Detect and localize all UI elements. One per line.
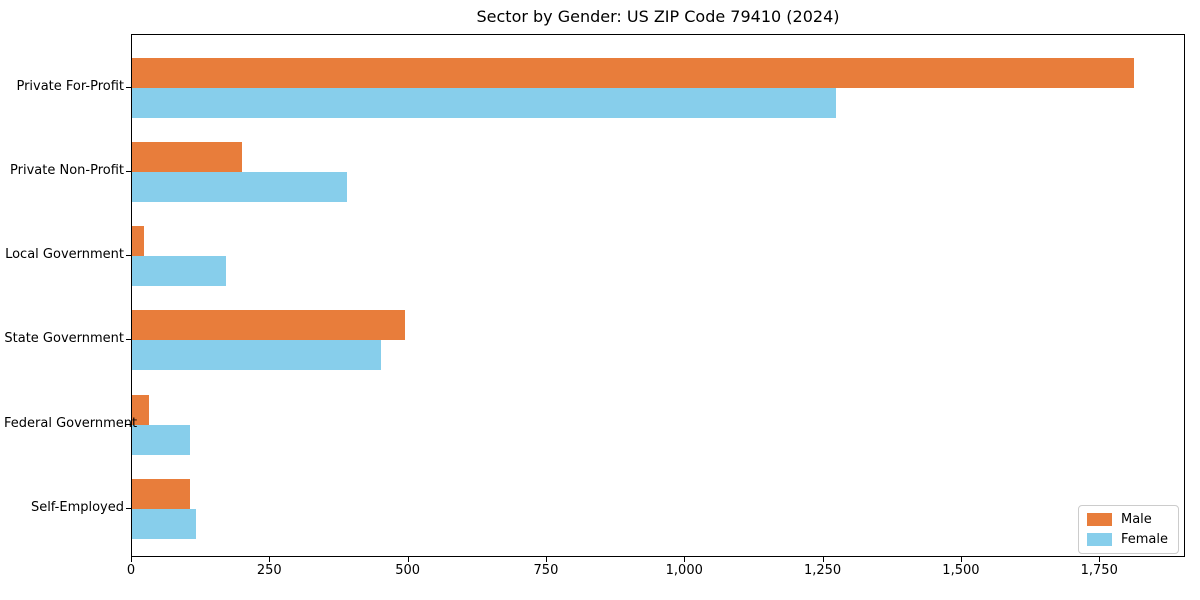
y-tick-mark-2 — [126, 255, 131, 257]
legend-swatch-male — [1086, 513, 1112, 526]
legend-label-female: Female — [1120, 532, 1168, 547]
bar-female-5 — [132, 508, 196, 539]
x-tick-mark-5 — [822, 557, 824, 562]
x-tick-mark-2 — [407, 557, 409, 562]
bar-male-1 — [132, 141, 243, 172]
plot-area: Male Female — [131, 34, 1185, 557]
y-tick-mark-4 — [126, 423, 131, 425]
legend: Male Female — [1077, 505, 1179, 554]
y-tick-label-2: Local Government — [5, 247, 124, 263]
y-tick-label-0: Private For-Profit — [16, 78, 124, 94]
chart-title: Sector by Gender: US ZIP Code 79410 (202… — [476, 7, 840, 26]
x-tick-mark-1 — [269, 557, 271, 562]
x-tick-mark-4 — [684, 557, 686, 562]
x-tick-mark-3 — [545, 557, 547, 562]
y-tick-label-3: State Government — [4, 331, 124, 347]
legend-item-female: Female — [1086, 532, 1168, 547]
legend-item-male: Male — [1086, 512, 1168, 527]
y-tick-mark-0 — [126, 86, 131, 88]
x-tick-label-4: 1,000 — [665, 563, 703, 578]
y-tick-mark-1 — [126, 170, 131, 172]
bar-male-0 — [132, 57, 1135, 88]
x-tick-label-1: 250 — [256, 563, 282, 578]
bar-female-2 — [132, 256, 226, 287]
y-tick-label-1: Private Non-Profit — [10, 162, 124, 178]
y-tick-mark-3 — [126, 339, 131, 341]
bar-male-5 — [132, 478, 190, 509]
y-tick-label-5: Self-Employed — [30, 499, 124, 515]
legend-swatch-female — [1086, 533, 1112, 546]
x-tick-label-2: 500 — [395, 563, 421, 578]
bar-female-3 — [132, 340, 381, 371]
bar-male-3 — [132, 310, 406, 341]
bar-female-0 — [132, 87, 837, 118]
bar-female-4 — [132, 424, 190, 455]
bar-male-4 — [132, 394, 149, 425]
x-tick-mark-0 — [131, 557, 132, 562]
x-tick-mark-6 — [960, 557, 962, 562]
x-tick-label-0: 0 — [126, 563, 136, 578]
y-tick-label-4: Federal Government — [4, 415, 138, 431]
x-tick-label-7: 1,750 — [1080, 563, 1118, 578]
bar-male-2 — [132, 226, 145, 257]
bar-female-1 — [132, 171, 348, 202]
x-tick-mark-7 — [1099, 557, 1101, 562]
x-tick-label-3: 750 — [533, 563, 559, 578]
y-tick-mark-5 — [126, 507, 131, 509]
x-tick-label-6: 1,500 — [942, 563, 980, 578]
x-tick-label-5: 1,250 — [803, 563, 842, 578]
legend-label-male: Male — [1120, 512, 1152, 527]
